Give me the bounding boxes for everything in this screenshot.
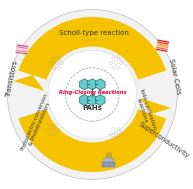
Polygon shape <box>87 79 97 90</box>
Polygon shape <box>14 75 45 91</box>
Bar <box>102 162 115 167</box>
Text: Iodo-cyclization
reactions: Iodo-cyclization reactions <box>133 88 157 132</box>
Text: Scholl-type reaction: Scholl-type reaction <box>59 30 129 36</box>
Circle shape <box>66 68 119 121</box>
Polygon shape <box>157 41 169 45</box>
Wedge shape <box>19 109 166 172</box>
Polygon shape <box>96 94 105 106</box>
Polygon shape <box>156 47 168 50</box>
Text: Solar Cells: Solar Cells <box>168 58 181 95</box>
Bar <box>104 158 113 162</box>
Text: PAHs: PAHs <box>82 105 102 111</box>
Circle shape <box>48 50 137 139</box>
Polygon shape <box>87 94 97 106</box>
Polygon shape <box>156 45 168 49</box>
Polygon shape <box>140 98 171 114</box>
Polygon shape <box>15 51 27 55</box>
Polygon shape <box>80 79 89 90</box>
Text: Superconductivity: Superconductivity <box>138 121 191 159</box>
Polygon shape <box>16 50 28 53</box>
Polygon shape <box>157 43 169 47</box>
Text: Ring-Closing Reactions: Ring-Closing Reactions <box>58 90 126 95</box>
Polygon shape <box>156 48 168 52</box>
Polygon shape <box>96 79 105 90</box>
Wedge shape <box>19 17 166 80</box>
Polygon shape <box>16 46 28 49</box>
Polygon shape <box>157 39 169 43</box>
Circle shape <box>7 10 177 179</box>
Polygon shape <box>16 44 28 47</box>
Text: Photoelectric-conversion
& Phototransistors: Photoelectric-conversion & Phototransist… <box>20 92 54 154</box>
Text: Transistors: Transistors <box>5 60 19 98</box>
Polygon shape <box>80 94 89 106</box>
Polygon shape <box>16 48 28 51</box>
